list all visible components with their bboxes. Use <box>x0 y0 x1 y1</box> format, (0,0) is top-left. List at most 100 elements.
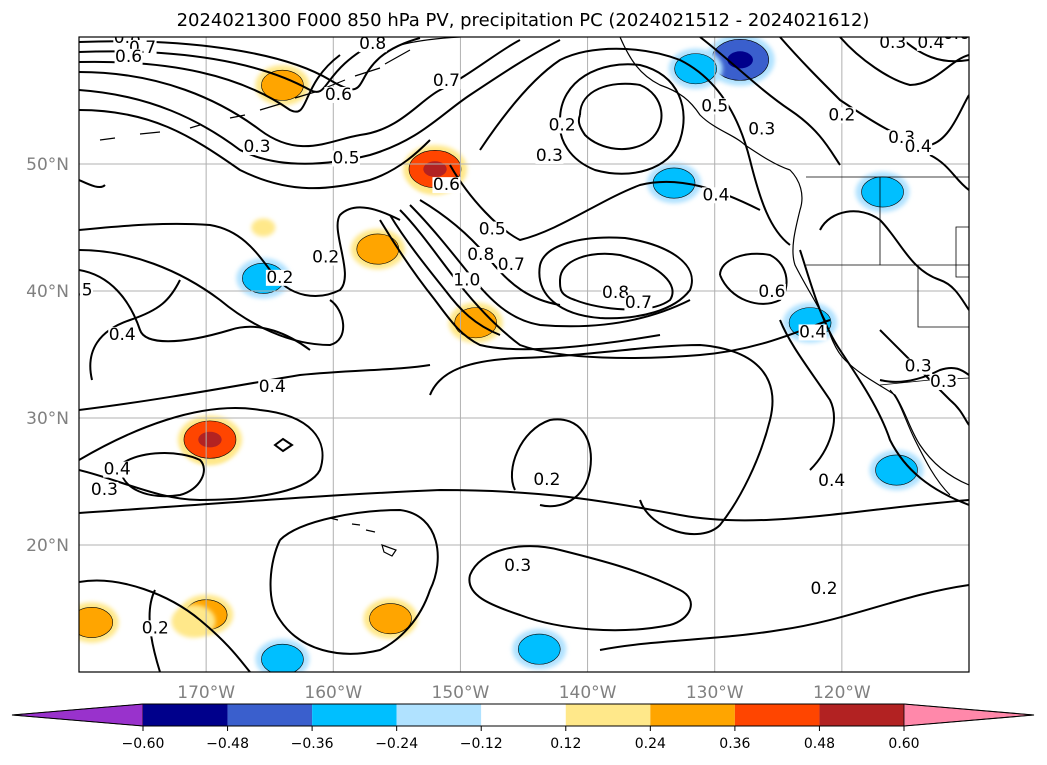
contour-label: 0.3 <box>747 119 776 139</box>
contour-label: 0.7 <box>497 255 526 275</box>
pv-contour <box>719 252 788 305</box>
pv-contour <box>599 584 969 651</box>
contour-label-text: 0.6 <box>115 47 142 67</box>
contour-label-text: 0.5 <box>332 148 359 168</box>
contour-label: 0.3 <box>90 480 119 500</box>
pv-contour <box>429 343 774 535</box>
precip-blob <box>869 449 924 491</box>
pv-contour <box>79 54 341 113</box>
contour-label: 0.4 <box>916 33 945 53</box>
x-tick-label: 160°W <box>304 683 362 703</box>
contour-label: 0.6 <box>432 175 461 195</box>
contour-label: 0.3 <box>243 137 271 157</box>
contour-label-text: 0.4 <box>259 377 286 397</box>
pv-contour <box>699 37 841 166</box>
pv-contour <box>449 164 761 242</box>
contour-label-text: 0.3 <box>879 33 906 53</box>
contour-label: 0.7 <box>624 293 653 313</box>
contour-label: 0.4 <box>103 460 132 480</box>
colorbar-tick-label: 0.36 <box>719 736 750 752</box>
contour-label: 0.2 <box>311 248 340 268</box>
x-tick-label: 130°W <box>686 683 744 703</box>
contour-label-text: 0.6 <box>325 85 352 105</box>
colorbar-extend-min <box>11 703 144 727</box>
colorbar-segment <box>227 704 313 726</box>
x-tick-label: 140°W <box>559 683 617 703</box>
pv-contour <box>799 249 969 506</box>
contour-label: 0.8 <box>466 245 495 265</box>
contour-label-text: 0.8 <box>359 34 386 54</box>
contour-label-text: 1.0 <box>453 270 480 290</box>
contour-label-text: 0.5 <box>479 220 506 240</box>
pv-contour <box>79 109 431 190</box>
pv-contour <box>929 154 969 191</box>
colorbar-segment <box>565 704 651 726</box>
colorbar-tick-label: −0.12 <box>460 736 503 752</box>
pv-contour <box>577 82 663 151</box>
pv-contour <box>510 418 592 508</box>
contour-labels: 0.80.70.60.80.70.60.30.50.20.30.60.50.80… <box>79 28 969 638</box>
colorbar-segment <box>396 704 482 726</box>
axis-ticks: 170°W 160°W 150°W 140°W 130°W 120°W 50°N 40°N 30… <box>26 155 871 703</box>
pv-contour <box>79 488 969 522</box>
contour-label: 0.3 <box>878 33 907 53</box>
contour-label: 0.6 <box>114 47 143 67</box>
precip-blob <box>79 602 119 643</box>
precip-blob <box>855 171 910 213</box>
contour-label-text: 0.5 <box>701 96 728 116</box>
alaska-coast <box>619 37 969 486</box>
contour-label-text: 0.4 <box>799 322 826 342</box>
contour-label-text: 0.8 <box>602 283 629 303</box>
colorbar-segment <box>143 704 228 726</box>
pv-contour <box>409 204 691 328</box>
pv-contour <box>273 437 294 453</box>
contour-label: 0.4 <box>798 322 827 342</box>
contour-label-text: 0.6 <box>758 282 785 302</box>
contour-label-text: 0.4 <box>818 471 845 491</box>
colorbar-segment <box>312 704 397 726</box>
x-tick-label: 150°W <box>432 683 490 703</box>
colorbar-segment <box>734 704 820 726</box>
contour-label-text: 0.3 <box>536 146 563 166</box>
pv-contour <box>879 329 969 426</box>
contour-label: 1.0 <box>452 270 481 290</box>
state-borders <box>806 177 969 328</box>
contour-label: 0.2 <box>810 579 839 599</box>
precip-blob <box>512 628 567 670</box>
contour-label-text: 0.3 <box>91 480 118 500</box>
pv-contour <box>779 37 969 147</box>
precip-blob <box>171 604 216 638</box>
contour-label-text: 0.3 <box>748 119 775 139</box>
pv-contour <box>119 452 205 498</box>
contour-label-text: 0.4 <box>109 325 136 345</box>
contour-label-text: 0.4 <box>104 460 131 480</box>
contour-label: 0.2 <box>265 268 294 288</box>
pv-contour <box>79 179 106 189</box>
pv-contour <box>779 319 835 471</box>
contour-label: 0.6 <box>757 282 786 302</box>
y-tick-label: 20°N <box>26 536 69 556</box>
contour-label-text: 0.3 <box>930 372 957 392</box>
contour-label: 0.3 <box>535 146 564 166</box>
colorbar-segment <box>819 704 904 726</box>
colorbar-tick-label: −0.36 <box>291 736 334 752</box>
pv-contour <box>468 545 692 632</box>
pv-contour <box>879 366 969 383</box>
colorbar-extend-max <box>903 703 1035 727</box>
pv-contour <box>79 364 431 411</box>
contour-label-text: 0.2 <box>533 470 560 490</box>
pv-contour <box>79 269 311 351</box>
contour-label: 0.3 <box>904 357 933 377</box>
precip-blob <box>350 228 405 270</box>
pv-contour <box>389 214 501 336</box>
contour-label: 0.5 <box>79 281 93 301</box>
contour-label-text: 0.4 <box>917 33 944 53</box>
contour-label-text: 0.8 <box>114 28 141 48</box>
precip-blob <box>363 598 418 639</box>
pv-contour <box>559 252 674 311</box>
pv-contour <box>79 206 401 297</box>
colorbar-tick-label: 0.60 <box>888 736 919 752</box>
contour-label-text: 0.3 <box>905 357 932 377</box>
contour-label: 0.5 <box>332 148 360 168</box>
contour-label: 0.2 <box>532 470 561 490</box>
